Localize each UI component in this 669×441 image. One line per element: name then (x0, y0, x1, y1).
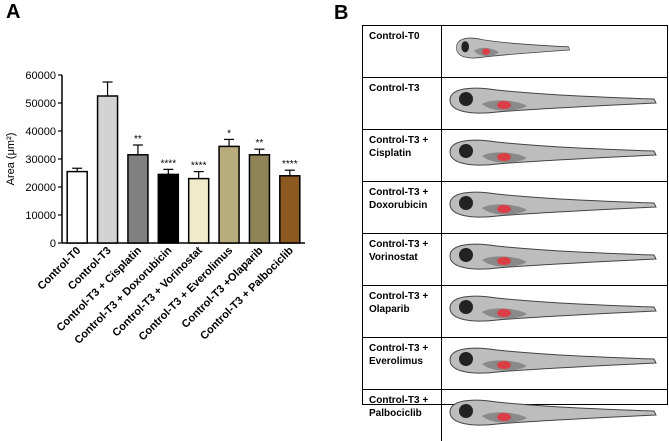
fish-image (442, 130, 667, 181)
y-tick-label: 30000 (25, 154, 56, 166)
fish-image (442, 182, 667, 233)
row-label: Control-T3 + Cisplatin (363, 130, 442, 181)
fish (449, 139, 657, 166)
significance-label: * (227, 128, 231, 139)
fish (449, 295, 657, 322)
fish-picture (449, 87, 657, 114)
row-label: Control-T3 (363, 78, 442, 129)
fish-eye (459, 92, 473, 106)
bar (279, 175, 301, 244)
significance-label: **** (191, 161, 207, 172)
image-row: Control-T3 + Cisplatin (363, 129, 667, 181)
fish (449, 347, 657, 374)
y-tick-label: 50000 (25, 98, 56, 110)
bar (66, 170, 88, 244)
significance-label: **** (161, 158, 177, 169)
tumor (497, 309, 511, 317)
fish-eye (459, 404, 473, 418)
fish-picture (449, 243, 657, 270)
bar (157, 173, 180, 244)
row-label: Control-T3 + Doxorubicin (363, 182, 442, 233)
fish-eye (459, 144, 473, 158)
tumor (497, 257, 511, 265)
fish (449, 191, 657, 218)
fish-picture (449, 399, 657, 426)
fish (449, 87, 657, 114)
bar (96, 95, 119, 244)
page: A Area (μm²) 0 10000 20000 30000 40000 50000 6… (5, 1, 668, 441)
fish-body (449, 191, 657, 218)
tumor (497, 153, 511, 161)
fish-eye (459, 196, 473, 210)
tumor (497, 101, 511, 109)
image-row: Control-T3 + Olaparib (363, 285, 667, 337)
image-row: Control-T3 + Everolimus (363, 337, 667, 389)
significance-label: **** (282, 159, 298, 170)
y-tick-label: 60000 (25, 70, 56, 82)
bar (187, 177, 210, 244)
image-table: Control-T0 Control-T3 Control-T3 + Cisplat… (362, 25, 668, 441)
fish-image (442, 390, 667, 441)
fish-body (449, 87, 657, 114)
fish-body (449, 347, 657, 374)
fish-body (456, 37, 571, 59)
panel-label: B (334, 2, 349, 24)
row-label: Control-T3 + Vorinostat (363, 234, 442, 285)
fish-picture (449, 139, 657, 166)
fish-image (442, 234, 667, 285)
fish-picture (449, 191, 657, 218)
image-row: Control-T3 (363, 77, 667, 129)
fish-picture (456, 37, 571, 59)
row-label: Control-T3 + Olaparib (363, 286, 442, 337)
tumor (497, 413, 511, 421)
y-tick-label: 0 (50, 238, 56, 250)
image-row: Control-T3 + Doxorubicin (363, 181, 667, 233)
image-row: Control-T0 (363, 26, 667, 77)
y-axis-label: Area (μm²) (5, 133, 17, 186)
fish-image (442, 26, 667, 77)
fish (449, 399, 657, 426)
panel-label: A (6, 1, 20, 23)
fish-image (442, 286, 667, 337)
fish-eye (459, 300, 473, 314)
fish-body (449, 399, 657, 426)
image-row: Control-T3 + Vorinostat (363, 233, 667, 285)
chart: A Area (μm²) 0 10000 20000 30000 40000 50000 6… (5, 1, 305, 347)
fish-eye (461, 41, 470, 53)
fish (449, 243, 657, 270)
tumor (482, 48, 490, 55)
fish-body (449, 139, 657, 166)
fish-picture (449, 295, 657, 322)
fish-eye (459, 352, 473, 366)
fish (456, 37, 571, 59)
row-label: Control-T3 + Everolimus (363, 338, 442, 389)
y-tick-label: 20000 (25, 182, 56, 194)
significance-label: ** (134, 134, 142, 145)
bar (218, 145, 240, 244)
fish-image (442, 78, 667, 129)
fish-body (449, 295, 657, 322)
bar (127, 154, 149, 244)
fish-body (449, 243, 657, 270)
bar (248, 154, 271, 244)
significance-label: ** (256, 138, 264, 149)
fish-image (442, 338, 667, 389)
y-tick-label: 40000 (25, 126, 56, 138)
row-label: Control-T3 + Palbociclib (363, 390, 442, 441)
image-row: Control-T3 + Palbociclib (363, 389, 667, 441)
row-label: Control-T0 (363, 26, 442, 77)
tumor (497, 361, 511, 369)
fish-eye (459, 248, 473, 262)
y-tick-label: 10000 (25, 210, 56, 222)
tumor (497, 205, 511, 213)
fish-picture (449, 347, 657, 374)
